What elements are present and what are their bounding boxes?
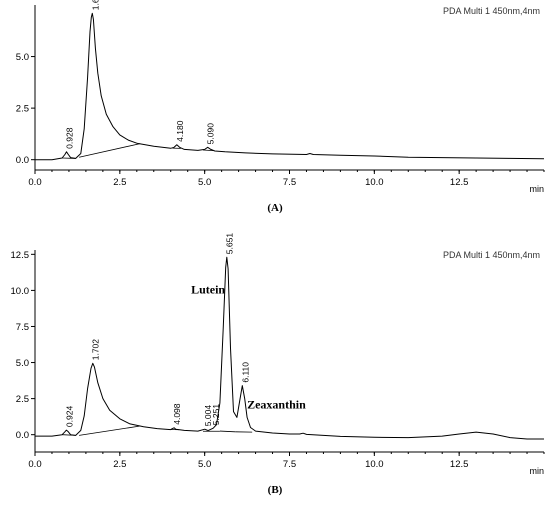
peak-label: 4.180	[175, 120, 185, 142]
panel-label: (A)	[267, 202, 283, 214]
y-tick-label: 5.0	[16, 52, 29, 63]
x-tick-label: 7.5	[283, 459, 296, 470]
peak-label: 0.924	[64, 406, 74, 428]
y-tick-label: 12.5	[11, 250, 30, 261]
integration-baseline	[79, 143, 141, 158]
x-tick-label: 0.0	[28, 459, 41, 470]
plot-axes	[34, 250, 544, 453]
x-tick-label: 10.0	[365, 459, 384, 470]
chromatogram-trace	[35, 256, 544, 440]
peak-label: 5.090	[206, 123, 216, 145]
y-tick-label: 0.0	[16, 155, 29, 166]
peak-label: 1.702	[91, 339, 101, 361]
y-tick-label: 2.5	[16, 104, 29, 115]
y-tick-label: 0.0	[16, 430, 29, 441]
x-unit-label: min	[529, 184, 544, 194]
x-tick-label: 10.0	[365, 177, 384, 188]
x-tick-label: 12.5	[450, 177, 469, 188]
compound-annotation: Lutein	[191, 282, 225, 296]
x-tick-label: 12.5	[450, 459, 469, 470]
y-tick-label: 2.5	[16, 394, 29, 405]
peak-label: 0.928	[64, 127, 74, 149]
integration-baseline	[219, 430, 236, 433]
x-tick-label: 7.5	[283, 177, 296, 188]
integration-baseline	[79, 425, 141, 436]
x-tick-label: 2.5	[113, 459, 126, 470]
peak-label: 1.690	[90, 0, 100, 10]
plot-axes	[34, 5, 544, 171]
peak-label: 5.004	[203, 405, 213, 427]
peak-label: 5.651	[225, 233, 235, 255]
integration-baseline	[202, 149, 214, 152]
peak-label: 4.098	[172, 403, 182, 425]
detector-legend: PDA Multi 1 450nm,4nm	[443, 6, 540, 16]
peak-label: 5.251	[211, 404, 221, 426]
integration-baseline	[62, 434, 76, 436]
detector-legend: PDA Multi 1 450nm,4nm	[443, 250, 540, 260]
chromatogram-trace	[35, 12, 545, 161]
x-tick-label: 2.5	[113, 177, 126, 188]
panel-label: (B)	[268, 484, 283, 496]
x-tick-label: 5.0	[198, 459, 211, 470]
compound-annotation: Zeaxanthin	[247, 398, 306, 412]
y-tick-label: 5.0	[16, 358, 29, 369]
x-unit-label: min	[529, 466, 544, 476]
peak-label: 6.110	[240, 362, 250, 383]
y-tick-label: 10.0	[11, 286, 30, 297]
x-tick-label: 0.0	[28, 177, 41, 188]
x-tick-label: 5.0	[198, 177, 211, 188]
y-tick-label: 7.5	[16, 322, 29, 333]
